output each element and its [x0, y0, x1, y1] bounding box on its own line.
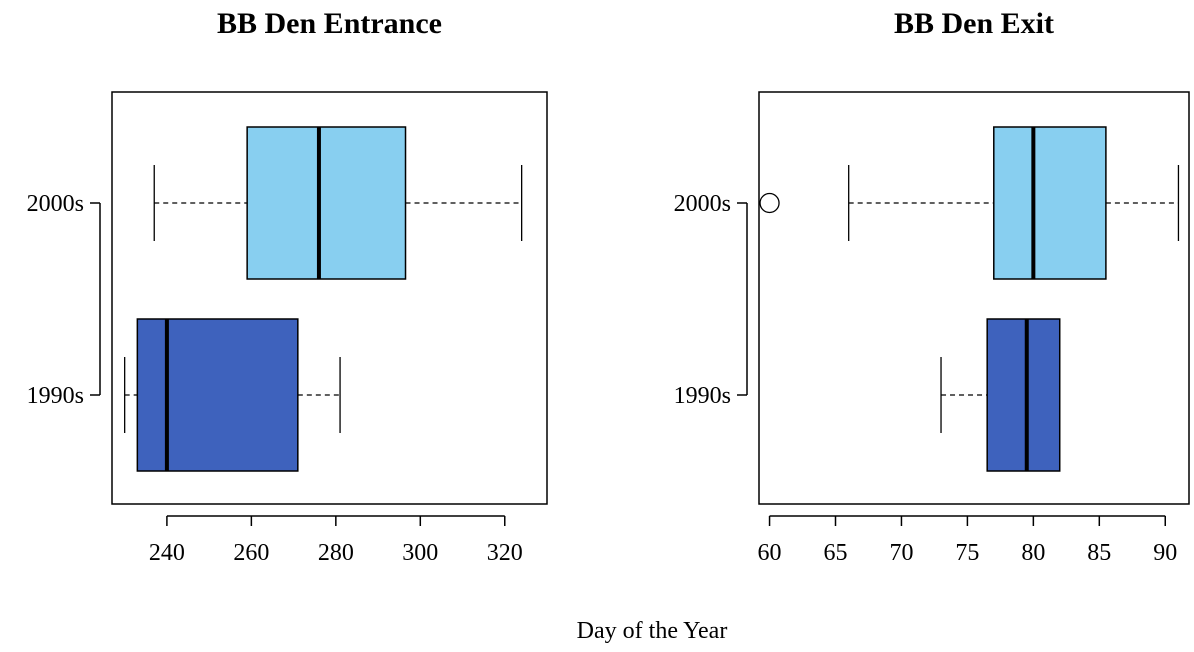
panel-den-exit: BB Den Exit 60 65 70 75 80 85 90 2000s 1990s [674, 7, 1190, 566]
box-1990s [986, 318, 1061, 472]
plot-frame [758, 91, 1190, 505]
outlier-point [759, 192, 780, 214]
box-1990s [136, 318, 299, 472]
chart-title: BB Den Exit [894, 7, 1054, 40]
x-tick-label: 65 [824, 540, 848, 566]
x-tick-label: 85 [1087, 540, 1111, 566]
panel-den-entrance: BB Den Entrance 240 260 280 300 320 2000s 1990s [27, 7, 548, 566]
y-tick-label: 1990s [674, 383, 731, 409]
y-tick-label: 1990s [27, 383, 84, 409]
x-tick-label: 70 [889, 540, 913, 566]
plot-frame [111, 91, 548, 505]
x-tick-label: 280 [318, 540, 354, 566]
x-tick-label: 240 [149, 540, 185, 566]
chart-title: BB Den Entrance [217, 7, 442, 40]
box-2000s [246, 126, 407, 280]
x-tick-label: 75 [955, 540, 979, 566]
x-tick-label: 60 [758, 540, 782, 566]
y-tick-label: 2000s [674, 191, 731, 217]
x-tick-label: 300 [402, 540, 438, 566]
x-axis-label: Day of the Year [577, 618, 728, 644]
x-tick-label: 80 [1021, 540, 1045, 566]
box-2000s [993, 126, 1107, 280]
x-tick-label: 90 [1153, 540, 1177, 566]
x-tick-label: 320 [487, 540, 523, 566]
y-tick-label: 2000s [27, 191, 84, 217]
x-tick-label: 260 [233, 540, 269, 566]
